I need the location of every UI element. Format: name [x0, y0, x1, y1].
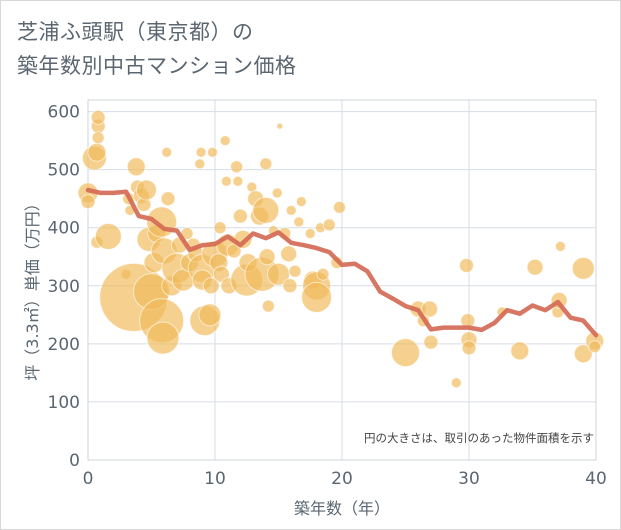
bubble-point: [213, 221, 227, 235]
bubble-point: [219, 135, 231, 147]
bubble-point: [332, 200, 346, 214]
bubble-point: [160, 191, 176, 207]
bubble-point: [450, 377, 462, 389]
bubble-point: [391, 338, 420, 368]
y-tick-label: 600: [48, 103, 80, 123]
bubble-point: [421, 300, 439, 318]
bubbles: [77, 109, 605, 389]
bubble-point: [461, 340, 477, 356]
y-tick-label: 100: [48, 393, 80, 413]
bubble-point: [423, 334, 439, 350]
average-price-line: [85, 187, 599, 338]
plot-border: [87, 99, 597, 461]
bubble-point: [259, 157, 273, 171]
tick-labels: 0 100 200 300 400 500 600 0 10 20 30 40: [48, 103, 607, 489]
bubble-point: [554, 240, 566, 252]
bubble-point: [261, 299, 275, 313]
bubble-point: [195, 146, 207, 158]
bubble-point: [588, 340, 602, 354]
x-tick-label: 20: [331, 469, 353, 489]
bubble-point: [230, 160, 244, 174]
bubble-point: [271, 187, 283, 199]
bubble-point: [91, 131, 105, 145]
bubble-point: [226, 243, 242, 259]
bubble-point: [232, 208, 248, 224]
bubble-point: [322, 218, 336, 232]
bubble-point: [232, 175, 244, 187]
x-tick-label: 30: [458, 469, 480, 489]
y-tick-label: 200: [48, 335, 80, 355]
y-tick-label: 300: [48, 277, 80, 297]
bubble-point: [202, 277, 220, 295]
x-tick-label: 10: [204, 469, 226, 489]
y-tick-label: 0: [69, 451, 80, 471]
bubble-point: [288, 264, 302, 278]
bubble-point: [206, 146, 218, 158]
bubble-point: [301, 281, 333, 313]
bubble-point: [573, 344, 593, 364]
bubble-point: [526, 258, 544, 276]
y-tick-label: 400: [48, 219, 80, 239]
bubble-point: [285, 204, 297, 216]
bubble-point: [198, 303, 222, 327]
y-axis-title: 坪（3.3㎡）単価（万円）: [23, 195, 42, 380]
bubble-point: [94, 222, 122, 250]
bubble-point: [258, 248, 276, 266]
size-note: 円の大きさは、取引のあった物件面積を示す: [364, 431, 594, 445]
bubble-point: [295, 196, 307, 208]
bubble-point: [90, 109, 106, 125]
bubble-point: [161, 146, 173, 158]
x-tick-label: 0: [83, 469, 94, 489]
bubble-point: [146, 321, 180, 355]
bubble-point: [135, 179, 157, 201]
bubble-point: [87, 142, 107, 162]
bubble-point: [80, 194, 96, 210]
bubble-point: [194, 158, 206, 170]
bubble-point: [458, 257, 474, 273]
trend-line-layer: [85, 187, 599, 338]
bubble-point: [276, 122, 284, 130]
bubble-point: [316, 267, 330, 281]
bubble-point: [220, 175, 232, 187]
bubble-point: [571, 256, 595, 280]
bubble-point: [280, 245, 298, 263]
bubble-point: [146, 206, 178, 238]
y-tick-label: 500: [48, 161, 80, 181]
bubble-point: [282, 278, 298, 294]
bubble-point: [510, 341, 530, 361]
x-axis-title: 築年数（年）: [294, 499, 390, 518]
chart-title: 芝浦ふ頭駅（東京都）の 築年数別中古マンション価格: [17, 20, 297, 78]
bubble-point: [126, 157, 146, 177]
bubble-point: [304, 228, 316, 240]
x-tick-label: 40: [585, 469, 607, 489]
bubble-point: [293, 216, 305, 228]
bubble-point: [252, 196, 280, 224]
